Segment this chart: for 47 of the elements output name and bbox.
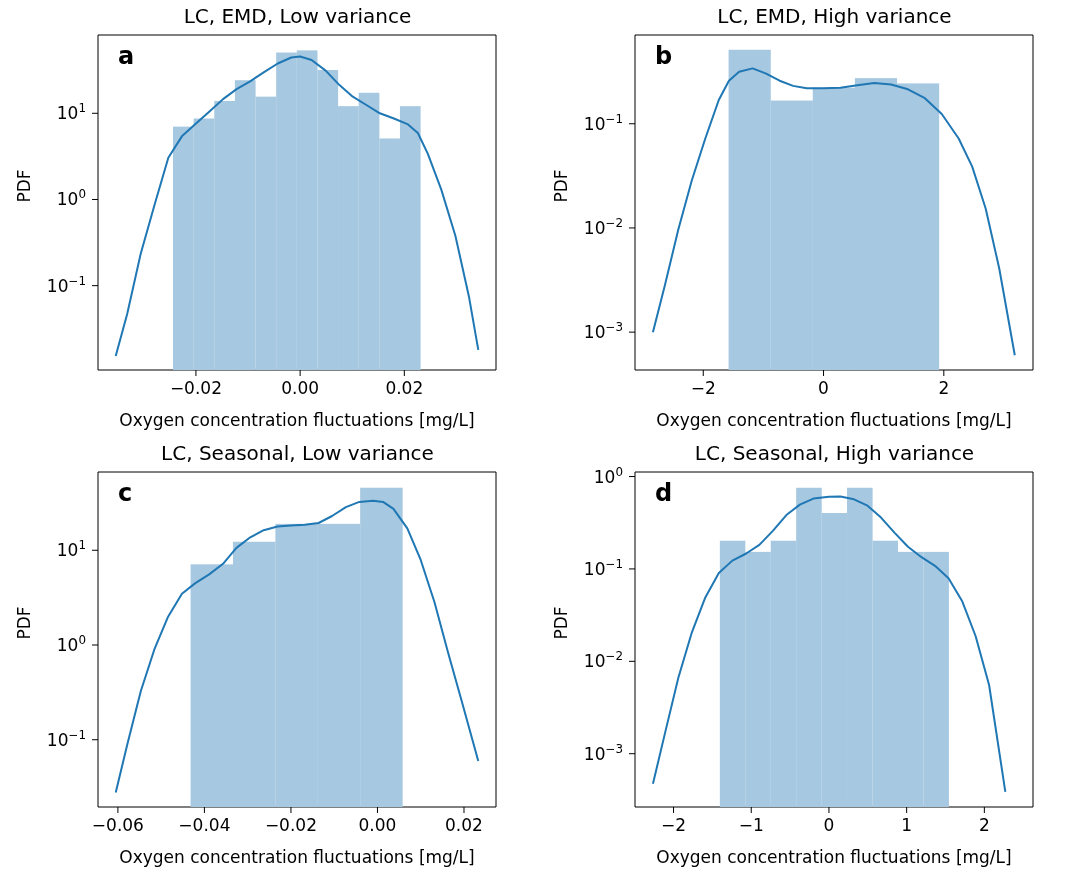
annotation: a <box>118 42 135 70</box>
y-tick-label: 10$^{−1}$ <box>583 111 623 134</box>
y-tick-label: 10$^{0}$ <box>56 187 86 210</box>
chart-title: LC, EMD, Low variance <box>182 4 413 28</box>
x-tick-label: −0.04 <box>178 814 231 835</box>
x-tick-label: 0.00 <box>281 378 320 398</box>
y-tick-label: 10$^{−1}$ <box>46 727 86 750</box>
x-tick-label: −0.06 <box>91 814 144 835</box>
x-tick-label: 0.02 <box>385 378 424 398</box>
x-tick-label: −2 <box>690 378 716 398</box>
y-tick-label: 10$^{−3}$ <box>583 320 623 343</box>
x-tick-label: 0 <box>823 814 835 835</box>
y-tick-label: 10$^{−1}$ <box>46 273 86 296</box>
chart-title: LC, Seasonal, High variance <box>693 440 976 465</box>
x-tick-label: −0.02 <box>169 378 222 398</box>
x-tick-label: 2 <box>938 378 950 398</box>
y-tick-label: 10$^{0}$ <box>56 632 86 655</box>
y-tick-label: 10$^{−1}$ <box>583 556 623 579</box>
x-tick-label: 2 <box>978 814 990 835</box>
line-series <box>114 499 480 793</box>
x-tick-label: 1 <box>901 814 913 835</box>
y-axis-title: PDF <box>14 605 35 639</box>
y-tick-label: 10$^{−2}$ <box>583 648 623 671</box>
x-axis-title: Oxygen concentration fluctuations [mg/L] <box>119 846 475 867</box>
annotation: b <box>655 42 673 70</box>
x-tick-label: 0.00 <box>358 814 397 835</box>
x-axis-title: Oxygen concentration fluctuations [mg/L] <box>119 410 475 430</box>
x-tick-label: 0 <box>818 378 829 398</box>
y-tick-label: 10$^{1}$ <box>56 101 86 124</box>
y-tick-label: 10$^{1}$ <box>56 537 86 560</box>
y-tick-label: 10$^{−2}$ <box>583 215 623 238</box>
x-tick-label: −1 <box>738 814 764 835</box>
y-tick-label: 10$^{0}$ <box>593 464 623 487</box>
x-axis-title: Oxygen concentration fluctuations [mg/L] <box>656 410 1012 430</box>
chart-title: LC, EMD, High variance <box>716 4 953 28</box>
x-tick-label: −0.02 <box>264 814 317 835</box>
annotation: c <box>118 478 133 507</box>
x-tick-label: −2 <box>661 814 687 835</box>
line-series <box>651 67 1016 357</box>
y-axis-title: PDF <box>551 169 572 203</box>
x-tick-label: 0.02 <box>445 814 483 835</box>
y-axis-title: PDF <box>14 169 35 203</box>
y-tick-label: 10$^{−3}$ <box>583 741 623 764</box>
annotation: d <box>655 478 673 507</box>
x-axis-title: Oxygen concentration fluctuations [mg/L] <box>656 846 1012 867</box>
chart-title: LC, Seasonal, Low variance <box>160 440 435 465</box>
y-axis-title: PDF <box>551 605 572 639</box>
